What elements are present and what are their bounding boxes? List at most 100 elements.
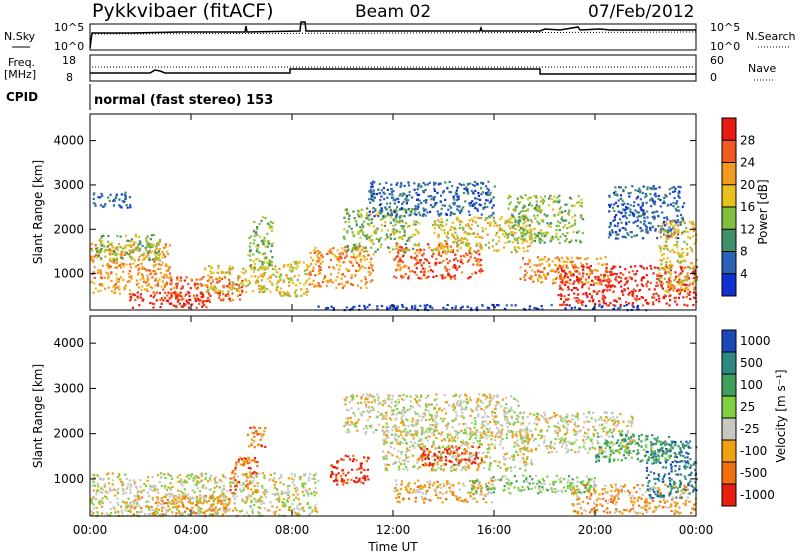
heatmap-cell	[641, 204, 644, 207]
heatmap-cell	[167, 291, 170, 294]
heatmap-cell	[93, 276, 96, 279]
heatmap-cell	[252, 270, 255, 273]
heatmap-cell	[653, 211, 656, 214]
heatmap-cell	[194, 483, 197, 486]
heatmap-cell	[447, 249, 450, 252]
heatmap-cell	[126, 280, 129, 283]
heatmap-cell	[159, 252, 162, 256]
heatmap-cell	[169, 492, 172, 496]
heatmap-cell	[330, 464, 333, 467]
heatmap-cell	[645, 230, 648, 233]
heatmap-cell	[393, 258, 396, 261]
heatmap-cell	[414, 244, 417, 247]
heatmap-cell	[433, 181, 436, 184]
heatmap-cell	[270, 226, 273, 229]
heatmap-cell	[273, 480, 276, 483]
heatmap-cell	[636, 224, 639, 228]
heatmap-cell	[343, 284, 346, 287]
heatmap-cell	[636, 211, 639, 214]
heatmap-cell	[179, 480, 182, 483]
heatmap-cell	[210, 287, 213, 290]
heatmap-cell	[577, 230, 580, 233]
heatmap-cell	[370, 266, 373, 270]
heatmap-cell	[545, 234, 548, 237]
heatmap-cell	[127, 509, 130, 512]
heatmap-cell	[456, 245, 459, 248]
heatmap-cell	[262, 243, 265, 246]
heatmap-cell	[137, 282, 140, 285]
heatmap-cell	[97, 290, 100, 293]
heatmap-cell	[394, 199, 397, 202]
heatmap-cell	[182, 492, 185, 495]
heatmap-cell	[579, 307, 582, 310]
heatmap-cell	[592, 298, 595, 302]
heatmap-cell	[190, 508, 193, 511]
heatmap-cell	[199, 497, 202, 500]
heatmap-cell	[279, 474, 282, 477]
heatmap-cell	[116, 248, 119, 251]
heatmap-cell	[554, 236, 557, 239]
heatmap-cell	[129, 503, 132, 506]
heatmap-cell	[382, 217, 385, 220]
heatmap-cell	[351, 308, 354, 311]
heatmap-cell	[222, 487, 225, 490]
heatmap-cell	[314, 481, 317, 484]
heatmap-cell	[491, 397, 494, 400]
heatmap-cell	[408, 239, 411, 242]
heatmap-cell	[376, 248, 379, 251]
heatmap-cell	[645, 201, 648, 204]
heatmap-cell	[317, 252, 320, 255]
heatmap-cell	[483, 425, 486, 428]
heatmap-cell	[565, 298, 568, 301]
heatmap-cell	[513, 421, 517, 424]
heatmap-cell	[518, 216, 521, 219]
heatmap-cell	[395, 183, 398, 186]
heatmap-cell	[104, 287, 107, 290]
heatmap-cell	[106, 245, 109, 248]
heatmap-cell	[559, 265, 562, 268]
heatmap-cell	[172, 506, 175, 509]
heatmap-cell	[476, 232, 479, 236]
heatmap-cell	[569, 282, 572, 285]
heatmap-cell	[416, 412, 420, 415]
heatmap-cell	[369, 190, 372, 194]
heatmap-cell	[555, 228, 558, 231]
heatmap-cell	[386, 214, 389, 217]
heatmap-cell	[256, 433, 259, 436]
heatmap-cell	[251, 510, 254, 513]
heatmap-cell	[276, 493, 279, 496]
heatmap-cell	[657, 294, 660, 297]
heatmap-cell	[96, 489, 99, 492]
heatmap-cell	[252, 259, 255, 263]
heatmap-cell	[616, 194, 619, 197]
heatmap-cell	[447, 262, 450, 265]
heatmap-cell	[438, 214, 441, 217]
heatmap-cell	[98, 239, 101, 242]
heatmap-cell	[651, 216, 654, 219]
heatmap-cell	[166, 498, 169, 501]
heatmap-cell	[437, 235, 440, 238]
heatmap-cell	[530, 219, 533, 222]
heatmap-cell	[449, 214, 452, 217]
heatmap-cell	[435, 248, 438, 251]
heatmap-cell	[311, 509, 314, 512]
heatmap-cell	[307, 273, 310, 276]
heatmap-cell	[115, 262, 118, 265]
heatmap-cell	[343, 249, 346, 252]
heatmap-cell	[256, 444, 260, 447]
heatmap-region	[129, 494, 231, 518]
heatmap-cell	[561, 233, 565, 236]
heatmap-cell	[423, 271, 426, 274]
heatmap-cell	[596, 269, 599, 272]
heatmap-cell	[668, 192, 672, 195]
heatmap-cell	[305, 287, 308, 291]
heatmap-cell	[372, 189, 375, 192]
heatmap-cell	[413, 411, 417, 414]
heatmap-cell	[649, 187, 652, 190]
heatmap-cell	[416, 193, 419, 197]
heatmap-cell	[611, 229, 614, 232]
heatmap-cell	[686, 272, 689, 275]
heatmap-cell	[165, 509, 168, 512]
heatmap-cell	[646, 231, 649, 234]
heatmap-cell	[653, 218, 656, 221]
